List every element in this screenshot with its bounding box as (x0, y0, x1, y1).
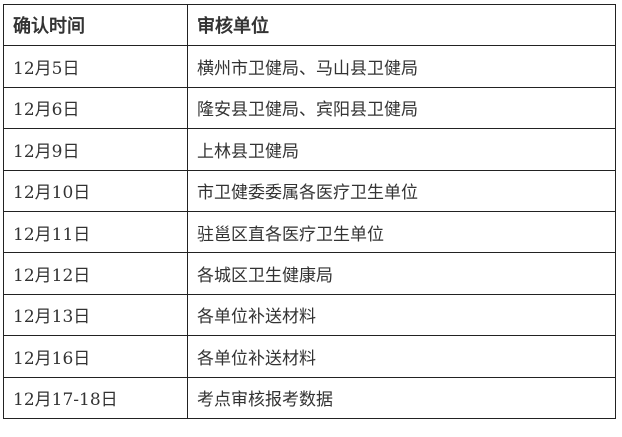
table-row: 12月13日 各单位补送材料 (3, 293, 616, 337)
cell-date: 12月9日 (3, 128, 188, 171)
header-unit: 审核单位 (187, 3, 616, 47)
header-date: 确认时间 (3, 3, 188, 47)
header-row: 确认时间 审核单位 (3, 3, 616, 47)
cell-unit: 隆安县卫健局、宾阳县卫健局 (187, 86, 616, 130)
cell-unit: 各单位补送材料 (187, 335, 616, 378)
table-row: 12月6日 隆安县卫健局、宾阳县卫健局 (3, 86, 616, 130)
schedule-table: 确认时间 审核单位 12月5日 横州市卫健局、马山县卫健局 12月6日 隆安县卫健局、… (3, 3, 616, 419)
cell-unit: 驻邕区直各医疗卫生单位 (187, 210, 616, 254)
cell-unit: 上林县卫健局 (187, 128, 616, 171)
cell-unit: 考点审核报考数据 (187, 376, 616, 419)
cell-date: 12月6日 (3, 86, 188, 130)
cell-unit: 横州市卫健局、马山县卫健局 (187, 45, 616, 88)
table-row: 12月10日 市卫健委委属各医疗卫生单位 (3, 169, 616, 212)
table-row: 12月17-18日 考点审核报考数据 (3, 376, 616, 419)
cell-date: 12月16日 (3, 335, 188, 378)
table-row: 12月9日 上林县卫健局 (3, 128, 616, 171)
table-row: 12月16日 各单位补送材料 (3, 335, 616, 378)
cell-unit: 各单位补送材料 (187, 293, 616, 337)
cell-unit: 市卫健委委属各医疗卫生单位 (187, 169, 616, 212)
cell-date: 12月10日 (3, 169, 188, 212)
cell-date: 12月12日 (3, 252, 188, 295)
table-row: 12月5日 横州市卫健局、马山县卫健局 (3, 45, 616, 88)
cell-date: 12月17-18日 (3, 376, 188, 419)
cell-unit: 各城区卫生健康局 (187, 252, 616, 295)
cell-date: 12月11日 (3, 210, 188, 254)
cell-date: 12月5日 (3, 45, 188, 88)
table-row: 12月12日 各城区卫生健康局 (3, 252, 616, 295)
cell-date: 12月13日 (3, 293, 188, 337)
table-row: 12月11日 驻邕区直各医疗卫生单位 (3, 210, 616, 254)
